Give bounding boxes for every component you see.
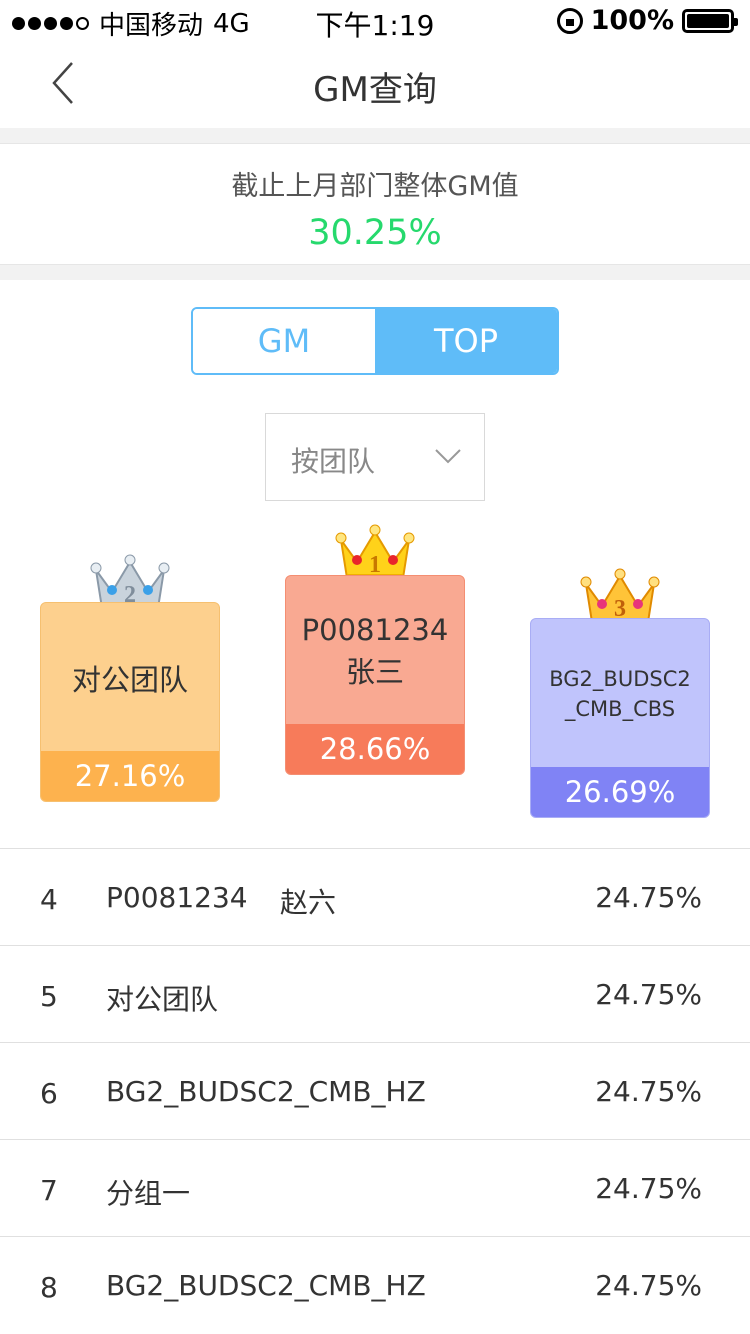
signal-strength-icon: [12, 17, 89, 30]
back-button[interactable]: [40, 58, 90, 108]
group-by-dropdown[interactable]: 按团队: [265, 413, 485, 501]
gm-summary: 截止上月部门整体GM值 30.25%: [0, 144, 750, 264]
page-title: GM查询: [313, 70, 437, 110]
podium-third-line1: BG2_BUDSC2: [549, 667, 691, 691]
network-label: 4G: [213, 8, 250, 39]
podium-first-value: 28.66%: [286, 724, 464, 774]
carrier-label: 中国移动: [99, 11, 204, 41]
podium-second-value: 27.16%: [41, 751, 219, 801]
rank-number: 8: [40, 1271, 58, 1304]
rank-value: 24.75%: [595, 1269, 702, 1302]
crown-rank-1: 1: [369, 552, 381, 578]
segmented-control: GM TOP: [191, 307, 559, 375]
list-item[interactable]: 6 BG2_BUDSC2_CMB_HZ 24.75%: [0, 1042, 750, 1139]
status-bar: 中国移动 4G 下午1:19 100%: [0, 0, 750, 42]
podium-first-name: P0081234 张三: [286, 576, 464, 726]
podium-first-person: 张三: [345, 655, 404, 689]
list-item[interactable]: 4 P0081234 赵六 24.75%: [0, 848, 750, 945]
tab-gm[interactable]: GM: [193, 309, 375, 373]
rank-number: 4: [40, 883, 58, 916]
podium-third-name: BG2_BUDSC2 _CMB_CBS: [531, 619, 709, 769]
rank-number: 5: [40, 980, 58, 1013]
rank-name: P0081234: [106, 881, 248, 914]
podium-third[interactable]: BG2_BUDSC2 _CMB_CBS 26.69%: [530, 618, 710, 818]
rank-value: 24.75%: [595, 881, 702, 914]
rank-name: 对公团队: [106, 983, 219, 1016]
section-divider: [0, 264, 750, 280]
rank-name: 分组一: [106, 1177, 191, 1210]
summary-label: 截止上月部门整体GM值: [231, 171, 519, 202]
crown-rank-2: 2: [124, 582, 136, 608]
summary-value: 30.25%: [308, 213, 442, 253]
rank-name: BG2_BUDSC2_CMB_HZ: [106, 1075, 426, 1108]
rank-value: 24.75%: [595, 978, 702, 1011]
status-time: 下午1:19: [315, 9, 435, 42]
rank-person: 赵六: [280, 886, 337, 919]
status-right: 100%: [556, 5, 738, 36]
list-item[interactable]: 5 对公团队 24.75%: [0, 945, 750, 1042]
list-item[interactable]: 8 BG2_BUDSC2_CMB_HZ 24.75%: [0, 1236, 750, 1333]
list-item[interactable]: 7 分组一 24.75%: [0, 1139, 750, 1236]
status-left: 中国移动 4G: [12, 5, 250, 42]
battery-icon: [682, 8, 738, 33]
tab-top[interactable]: TOP: [375, 309, 557, 373]
podium-second-label: 对公团队: [71, 663, 188, 697]
rank-value: 24.75%: [595, 1075, 702, 1108]
podium-second-name: 对公团队: [41, 603, 219, 753]
podium-second[interactable]: 对公团队 27.16%: [40, 602, 220, 802]
chevron-left-icon: [52, 62, 73, 104]
crown-rank-3: 3: [614, 596, 626, 622]
podium-third-value: 26.69%: [531, 767, 709, 817]
battery-percent: 100%: [590, 5, 674, 36]
podium-first[interactable]: P0081234 张三 28.66%: [285, 575, 465, 775]
rank-name: BG2_BUDSC2_CMB_HZ: [106, 1269, 426, 1302]
ranking-list: 4 P0081234 赵六 24.75% 5 对公团队 24.75% 6 BG2…: [0, 848, 750, 1333]
podium-third-line2: _CMB_CBS: [564, 697, 676, 721]
nav-bar: GM查询: [0, 42, 750, 128]
podium-first-code: P0081234: [301, 613, 449, 647]
rank-value: 24.75%: [595, 1172, 702, 1205]
rank-number: 6: [40, 1077, 58, 1110]
chevron-down-icon: [435, 449, 461, 464]
rank-number: 7: [40, 1174, 58, 1207]
dropdown-label: 按团队: [291, 445, 376, 478]
section-divider: [0, 128, 750, 144]
rotation-lock-icon: [556, 7, 583, 34]
